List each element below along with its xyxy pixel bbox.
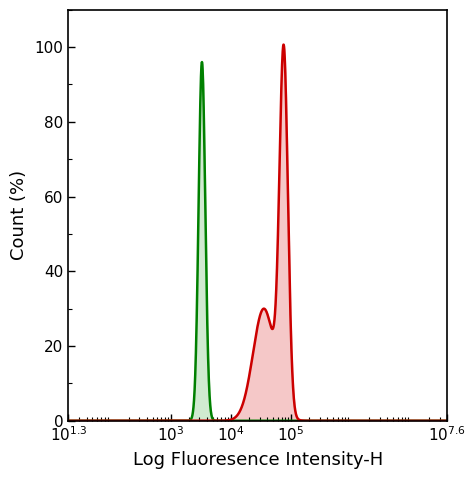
X-axis label: Log Fluoresence Intensity-H: Log Fluoresence Intensity-H xyxy=(133,451,383,469)
Y-axis label: Count (%): Count (%) xyxy=(10,170,28,260)
